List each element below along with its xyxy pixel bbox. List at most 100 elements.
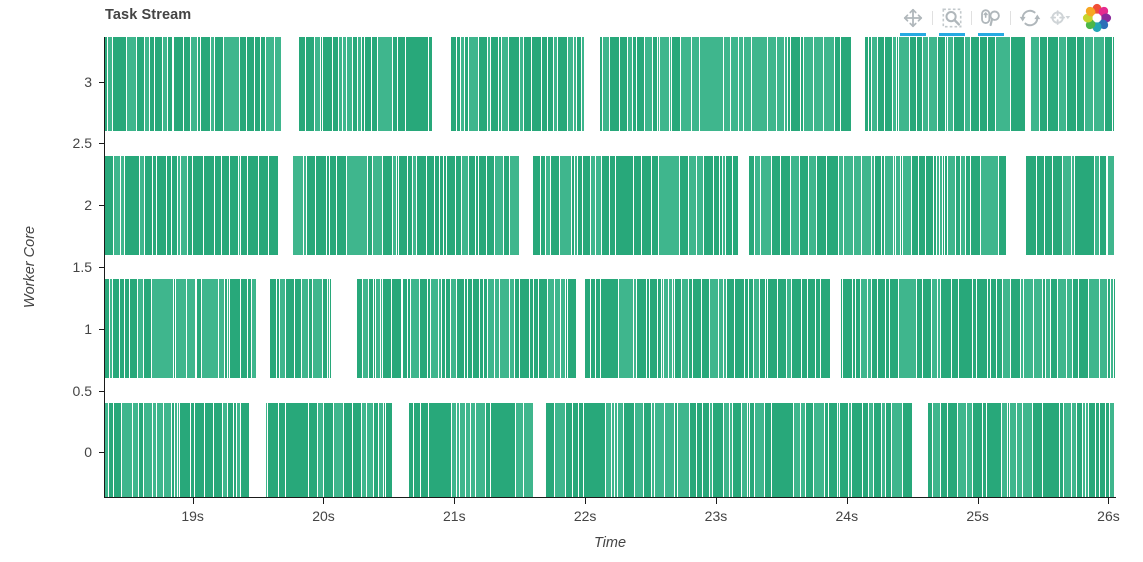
task-rect[interactable] <box>765 279 768 379</box>
task-rect[interactable] <box>223 403 227 497</box>
task-rect[interactable] <box>402 279 408 379</box>
task-rect[interactable] <box>893 37 897 131</box>
task-rect[interactable] <box>1002 403 1007 497</box>
task-rect[interactable] <box>392 279 402 379</box>
task-rect[interactable] <box>973 403 983 497</box>
task-rect[interactable] <box>672 37 680 131</box>
task-rect[interactable] <box>107 37 113 131</box>
task-rect[interactable] <box>760 155 771 255</box>
task-rect[interactable] <box>309 403 318 497</box>
task-rect[interactable] <box>1010 279 1020 379</box>
task-rect[interactable] <box>464 37 469 131</box>
task-rect[interactable] <box>579 403 583 497</box>
task-rect[interactable] <box>417 155 426 255</box>
task-rect[interactable] <box>960 155 965 255</box>
task-rect[interactable] <box>696 155 704 255</box>
task-rect[interactable] <box>523 403 533 497</box>
task-rect[interactable] <box>532 37 542 131</box>
task-rect[interactable] <box>545 403 555 497</box>
task-rect[interactable] <box>1034 279 1042 379</box>
task-rect[interactable] <box>366 403 373 497</box>
task-rect[interactable] <box>601 155 610 255</box>
task-rect[interactable] <box>343 37 346 131</box>
task-rect[interactable] <box>801 279 807 379</box>
task-rect[interactable] <box>132 403 139 497</box>
task-rect[interactable] <box>612 403 614 497</box>
task-rect[interactable] <box>735 279 744 379</box>
task-rect[interactable] <box>1063 155 1072 255</box>
task-rect[interactable] <box>696 403 702 497</box>
task-rect[interactable] <box>426 155 434 255</box>
task-rect[interactable] <box>476 155 478 255</box>
task-rect[interactable] <box>239 155 241 255</box>
task-rect[interactable] <box>938 279 940 379</box>
task-rect[interactable] <box>1100 155 1107 255</box>
task-rect[interactable] <box>801 403 806 497</box>
task-rect[interactable] <box>839 155 844 255</box>
task-rect[interactable] <box>174 403 177 497</box>
task-rect[interactable] <box>358 37 362 131</box>
task-rect[interactable] <box>929 37 938 131</box>
task-rect[interactable] <box>777 279 787 379</box>
task-rect[interactable] <box>202 279 219 379</box>
task-rect[interactable] <box>944 155 948 255</box>
task-rect[interactable] <box>1076 403 1083 497</box>
task-rect[interactable] <box>346 155 367 255</box>
task-rect[interactable] <box>126 37 137 131</box>
task-rect[interactable] <box>241 155 248 255</box>
task-rect[interactable] <box>468 279 473 379</box>
task-rect[interactable] <box>124 279 129 379</box>
task-rect[interactable] <box>258 155 269 255</box>
task-rect[interactable] <box>429 37 432 131</box>
task-rect[interactable] <box>501 37 509 131</box>
task-rect[interactable] <box>584 279 590 379</box>
task-rect[interactable] <box>484 279 488 379</box>
task-rect[interactable] <box>977 279 987 379</box>
task-rect[interactable] <box>110 279 113 379</box>
task-rect[interactable] <box>772 403 794 497</box>
task-rect[interactable] <box>494 155 504 255</box>
task-rect[interactable] <box>990 279 997 379</box>
task-rect[interactable] <box>634 403 644 497</box>
task-rect[interactable] <box>896 155 900 255</box>
task-rect[interactable] <box>461 37 464 131</box>
task-rect[interactable] <box>1094 155 1100 255</box>
task-rect[interactable] <box>372 37 377 131</box>
task-rect[interactable] <box>214 37 223 131</box>
task-rect[interactable] <box>583 155 590 255</box>
task-rect[interactable] <box>674 403 677 497</box>
task-rect[interactable] <box>157 155 167 255</box>
task-rect[interactable] <box>338 37 343 131</box>
task-rect[interactable] <box>105 403 109 497</box>
task-rect[interactable] <box>972 279 977 379</box>
task-rect[interactable] <box>197 37 201 131</box>
task-rect[interactable] <box>988 37 995 131</box>
task-rect[interactable] <box>945 37 948 131</box>
task-rect[interactable] <box>241 403 249 497</box>
task-rect[interactable] <box>119 279 124 379</box>
task-rect[interactable] <box>578 155 583 255</box>
task-rect[interactable] <box>542 37 548 131</box>
task-rect[interactable] <box>787 279 792 379</box>
task-rect[interactable] <box>406 37 429 131</box>
task-rect[interactable] <box>868 403 874 497</box>
task-rect[interactable] <box>824 403 828 497</box>
task-rect[interactable] <box>247 279 251 379</box>
task-rect[interactable] <box>177 155 181 255</box>
task-rect[interactable] <box>660 37 669 131</box>
task-rect[interactable] <box>330 155 336 255</box>
task-rect[interactable] <box>1075 155 1094 255</box>
task-rect[interactable] <box>854 155 861 255</box>
task-rect[interactable] <box>615 155 634 255</box>
task-rect[interactable] <box>948 37 953 131</box>
task-rect[interactable] <box>814 403 824 497</box>
task-rect[interactable] <box>600 279 618 379</box>
task-rect[interactable] <box>826 155 839 255</box>
task-rect[interactable] <box>595 155 601 255</box>
task-rect[interactable] <box>875 155 881 255</box>
task-rect[interactable] <box>899 37 910 131</box>
task-rect[interactable] <box>889 279 898 379</box>
task-rect[interactable] <box>464 279 468 379</box>
task-rect[interactable] <box>599 37 602 131</box>
task-rect[interactable] <box>565 279 568 379</box>
